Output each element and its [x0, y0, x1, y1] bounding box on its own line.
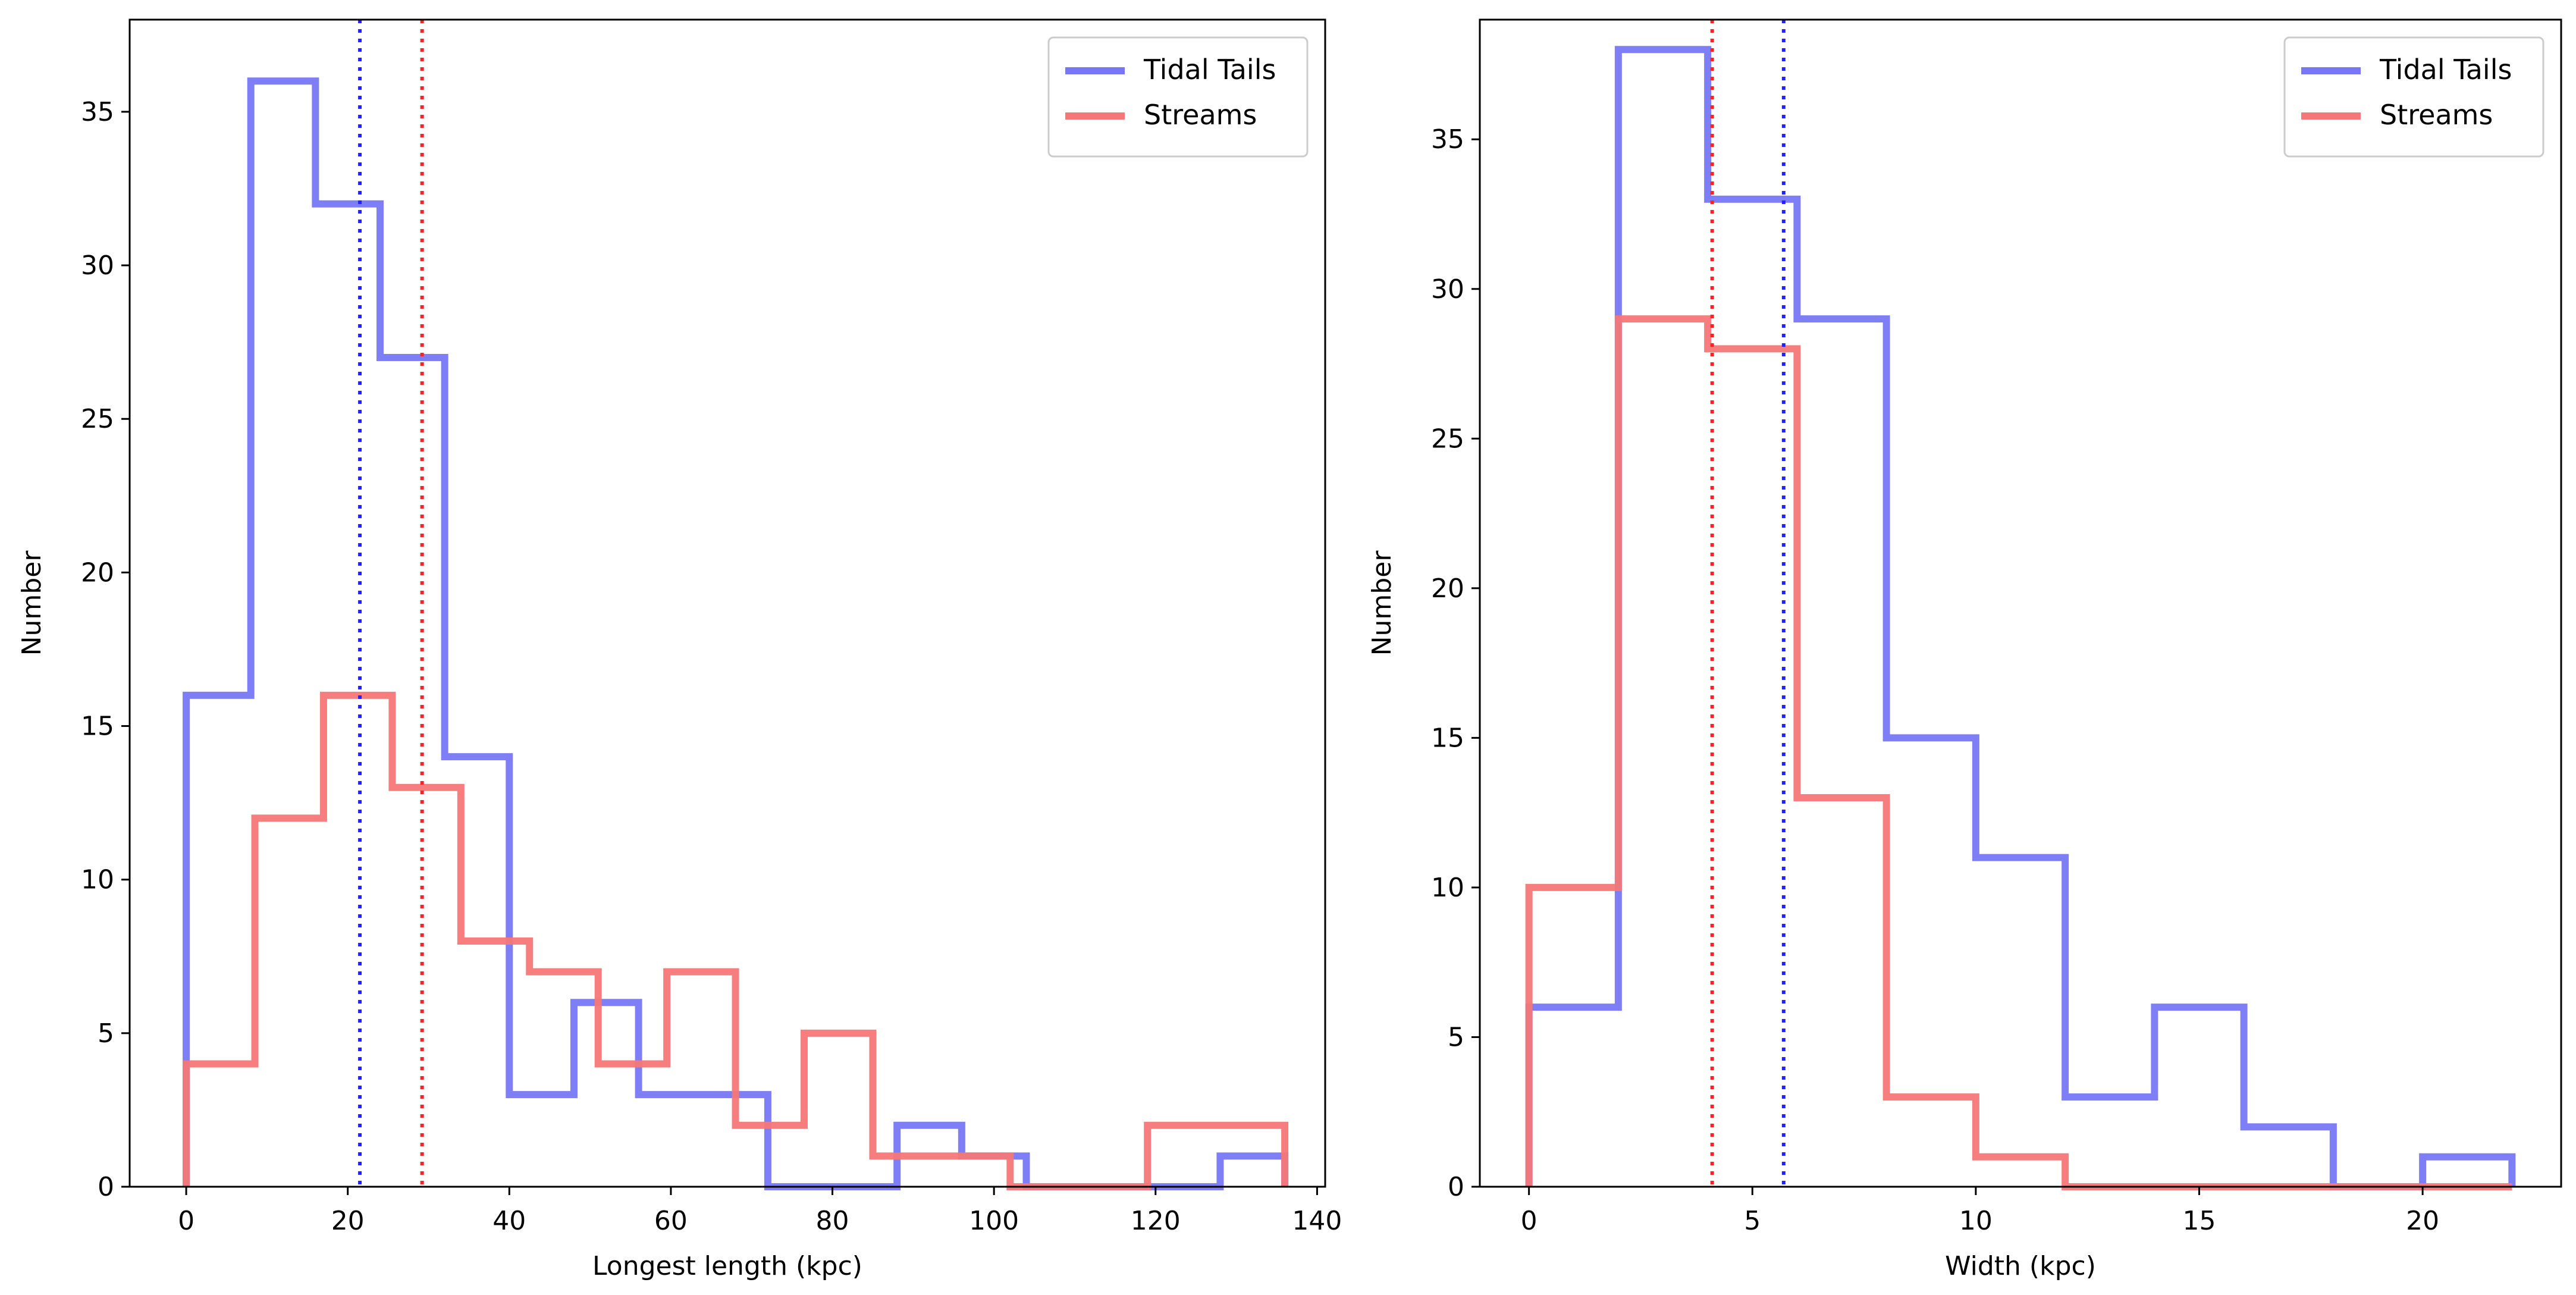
left-legend-label-tidal-tails: Tidal Tails [1143, 54, 1276, 86]
right-y-tick-label: 25 [1431, 424, 1464, 454]
left-x-tick-label: 80 [816, 1206, 849, 1236]
right-y-tick-label: 20 [1431, 573, 1464, 604]
right-x-tick-label: 20 [2406, 1206, 2439, 1236]
right-x-tick-label: 0 [1521, 1206, 1538, 1236]
left-y-tick-label: 35 [81, 97, 114, 127]
left-legend: Tidal Tails Streams [1047, 36, 1309, 158]
left-x-axis-label: Longest length (kpc) [592, 1251, 862, 1281]
left-y-tick-label: 0 [98, 1172, 114, 1202]
left-y-tick-label: 15 [81, 711, 114, 742]
right-legend: Tidal Tails Streams [2283, 36, 2544, 158]
right-x-tick-label: 5 [1744, 1206, 1761, 1236]
right-x-tick-label: 10 [1959, 1206, 1993, 1236]
right-x-axis-label: Width (kpc) [1945, 1251, 2096, 1281]
left-x-tick-label: 120 [1131, 1206, 1181, 1236]
left-x-tick-label: 100 [969, 1206, 1019, 1236]
left-y-tick-label: 30 [81, 250, 114, 281]
right-plot-frame [1479, 18, 2562, 1188]
right-y-tick-label: 30 [1431, 274, 1464, 305]
left-mean-lines [358, 20, 424, 1187]
right-y-axis-label: Number [1367, 550, 1397, 656]
right-y-tick-label: 10 [1431, 873, 1464, 903]
left-y-axis-label: Number [17, 550, 47, 656]
right-y-tick-label: 15 [1431, 723, 1464, 753]
left-y-tick-label: 25 [81, 404, 114, 434]
right-y-tick-label: 0 [1448, 1172, 1464, 1202]
right-mean-lines [1710, 20, 1786, 1187]
left-histogram-panel: 0 20 40 60 80 100 120 140 0 5 10 15 20 25 30 35 Longes… [17, 18, 1342, 1281]
right-x-tick-label: 15 [2182, 1206, 2216, 1236]
right-histogram-panel: 0 5 10 15 20 0 5 10 15 20 25 30 35 Width (kpc) Numb… [1367, 18, 2562, 1281]
left-x-tick-label: 60 [654, 1206, 688, 1236]
left-x-tick-label: 40 [492, 1206, 526, 1236]
left-y-tick-label: 5 [98, 1018, 114, 1049]
left-y-tick-label: 20 [81, 557, 114, 588]
left-y-axis-ticks: 0 5 10 15 20 25 30 35 [81, 97, 130, 1202]
left-x-tick-label: 0 [178, 1206, 194, 1236]
right-y-axis-ticks: 0 5 10 15 20 25 30 35 [1431, 124, 1480, 1202]
left-x-tick-label: 140 [1292, 1206, 1342, 1236]
left-legend-label-streams: Streams [1144, 99, 1257, 131]
left-plot-frame [128, 18, 1326, 1188]
left-y-tick-label: 10 [81, 865, 114, 895]
right-legend-label-tidal-tails: Tidal Tails [2379, 54, 2512, 86]
right-y-tick-label: 5 [1448, 1022, 1464, 1052]
right-x-axis-ticks: 0 5 10 15 20 [1521, 1187, 2439, 1236]
right-legend-label-streams: Streams [2380, 99, 2493, 131]
left-x-axis-ticks: 0 20 40 60 80 100 120 140 [178, 1187, 1342, 1236]
left-x-tick-label: 20 [331, 1206, 365, 1236]
right-y-tick-label: 35 [1431, 124, 1464, 155]
